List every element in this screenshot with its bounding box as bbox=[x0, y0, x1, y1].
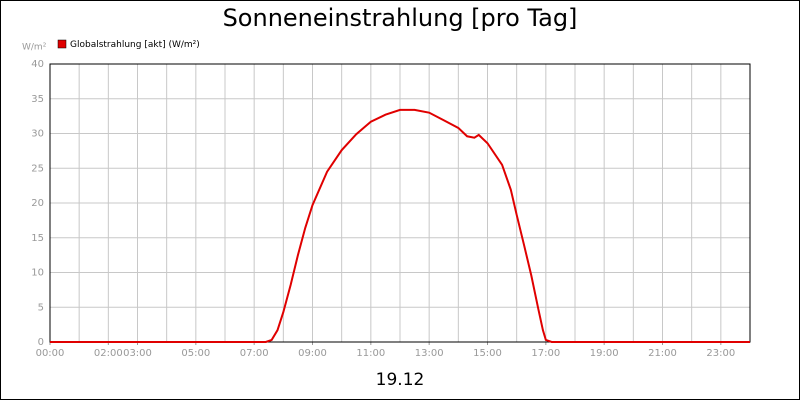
plot-border bbox=[49, 63, 751, 343]
y-unit-label: W/m² bbox=[22, 43, 47, 53]
x-tick-label: 11:00 bbox=[356, 348, 385, 359]
legend-swatch bbox=[57, 39, 67, 49]
x-tick-label: 00:00 bbox=[36, 348, 65, 359]
x-tick-label: 03:00 bbox=[123, 348, 152, 359]
y-tick-label: 10 bbox=[31, 268, 44, 279]
y-tick-label: 30 bbox=[31, 129, 44, 140]
y-tick-label: 0 bbox=[38, 337, 44, 348]
legend-label: Globalstrahlung [akt] (W/m²) bbox=[70, 40, 200, 50]
x-axis-label: 19.12 bbox=[376, 370, 425, 390]
chart-title: Sonneneinstrahlung [pro Tag] bbox=[223, 4, 578, 32]
y-tick-label: 35 bbox=[31, 94, 44, 105]
y-tick-label: 40 bbox=[31, 59, 44, 70]
y-tick-label: 15 bbox=[31, 233, 44, 244]
y-tick-label: 5 bbox=[38, 302, 44, 313]
x-tick-label: 21:00 bbox=[648, 348, 677, 359]
x-tick-label: 09:00 bbox=[298, 348, 327, 359]
y-tick-label: 25 bbox=[31, 163, 44, 174]
x-tick-label: 13:00 bbox=[415, 348, 444, 359]
x-tick-label: 15:00 bbox=[473, 348, 502, 359]
x-tick-label: 05:00 bbox=[181, 348, 210, 359]
x-tick-label: 23:00 bbox=[706, 348, 735, 359]
x-tick-label: 02:00 bbox=[94, 348, 123, 359]
y-tick-label: 20 bbox=[31, 198, 44, 209]
x-tick-label: 17:00 bbox=[531, 348, 560, 359]
data-line bbox=[50, 108, 750, 343]
x-tick-label: 19:00 bbox=[590, 348, 619, 359]
x-tick-label: 07:00 bbox=[240, 348, 269, 359]
